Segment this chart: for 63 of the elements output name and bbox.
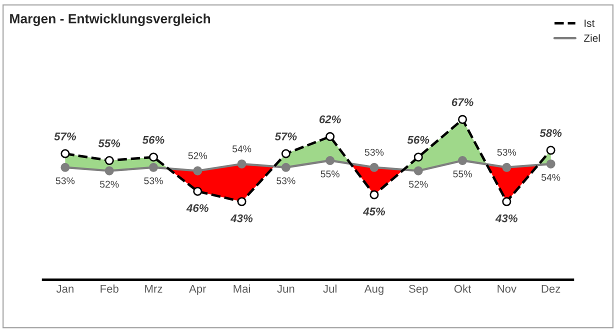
point xyxy=(193,166,202,176)
data-label: 43% xyxy=(495,214,518,222)
point xyxy=(193,186,202,196)
data-label: 58% xyxy=(540,129,562,137)
point xyxy=(370,190,379,200)
data-label: 43% xyxy=(230,214,253,222)
point xyxy=(281,162,290,172)
data-label: 67% xyxy=(452,98,474,106)
point xyxy=(414,152,423,162)
x-tick-label: Feb xyxy=(100,284,118,293)
point xyxy=(60,149,70,158)
x-tick-label: Dez xyxy=(542,284,560,293)
point xyxy=(326,156,335,166)
data-label: 55% xyxy=(320,170,340,178)
x-tick-label: Mrz xyxy=(145,284,162,293)
x-tick-label: Jun xyxy=(277,284,294,293)
data-label: 53% xyxy=(144,177,163,184)
data-label: 54% xyxy=(232,145,252,152)
data-label: 55% xyxy=(98,139,120,148)
point xyxy=(148,152,158,162)
x-tick-label: Mai xyxy=(234,284,250,293)
point xyxy=(148,162,158,172)
x-tick-label: Okt xyxy=(454,284,472,293)
x-tick-label: Jan xyxy=(56,284,74,293)
data-label: 57% xyxy=(54,132,76,140)
legend-label: Ist xyxy=(584,20,595,27)
point xyxy=(104,156,114,166)
data-label: 57% xyxy=(274,132,297,140)
data-label: 45% xyxy=(362,208,386,216)
data-label: 53% xyxy=(276,177,296,184)
point xyxy=(502,162,512,172)
x-tick-label: Sep xyxy=(408,284,428,295)
data-label: 46% xyxy=(186,204,208,212)
point xyxy=(237,159,246,168)
x-tick-label: Aug xyxy=(364,284,384,295)
chart-title: Margen - Entwicklungsvergleich xyxy=(10,14,210,26)
point xyxy=(104,166,114,176)
data-label: 54% xyxy=(541,174,560,181)
point xyxy=(458,114,468,124)
data-label: 62% xyxy=(319,115,341,124)
point xyxy=(237,197,246,206)
data-label: 55% xyxy=(453,170,472,178)
point xyxy=(326,132,335,142)
data-label: 53% xyxy=(56,177,75,184)
point xyxy=(546,159,556,168)
point xyxy=(414,166,423,176)
data-label: 56% xyxy=(407,136,430,144)
point xyxy=(370,162,379,172)
data-label: 52% xyxy=(100,180,119,188)
x-tick-label: Jul xyxy=(323,284,336,293)
x-tick-label: Nov xyxy=(498,284,516,293)
point xyxy=(60,162,70,172)
data-label: 52% xyxy=(188,152,208,160)
data-label: 53% xyxy=(364,148,384,156)
data-label: 52% xyxy=(409,180,428,188)
point xyxy=(502,197,512,206)
point xyxy=(281,149,290,158)
x-tick-label: Apr xyxy=(189,284,206,295)
point xyxy=(458,156,468,166)
data-label: 53% xyxy=(497,148,516,156)
data-label: 56% xyxy=(142,136,164,144)
legend-label: Ziel xyxy=(584,34,600,42)
point xyxy=(546,146,556,155)
